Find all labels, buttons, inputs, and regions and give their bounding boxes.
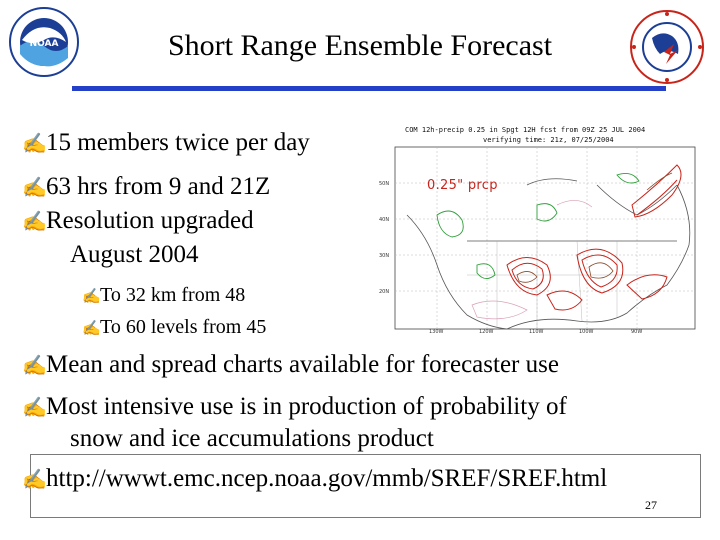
bullet-text: Mean and spread charts available for for…: [46, 351, 559, 378]
bullet-item: ✍63 hrs from 9 and 21Z: [22, 172, 270, 203]
title-rule: [72, 86, 666, 91]
url-box: [30, 454, 701, 518]
bullet-text: Resolution upgraded: [46, 207, 254, 234]
sub-bullet-text: To 32 km from 48: [100, 284, 246, 306]
bullet-continuation: August 2004: [70, 241, 199, 268]
map-graphic: 50N 40N 30N 20N 130W 120W 110W 100W 90W: [379, 146, 696, 333]
svg-text:130W: 130W: [429, 329, 444, 333]
precipitation-map: COM 12h-precip 0.25 in Spgt 12H fcst fro…: [377, 123, 702, 333]
bullet-text: 15 members twice per day: [46, 129, 310, 156]
bullet-icon: ✍: [22, 469, 47, 491]
svg-text:50N: 50N: [379, 181, 389, 187]
noaa-logo: NOAA: [9, 7, 79, 77]
svg-text:110W: 110W: [529, 329, 544, 333]
svg-text:30N: 30N: [379, 253, 389, 259]
bullet-icon: ✍: [22, 177, 47, 199]
bullet-text: 63 hrs from 9 and 21Z: [46, 173, 271, 200]
svg-text:20N: 20N: [379, 289, 389, 295]
bullet-item: ✍Resolution upgraded: [22, 206, 254, 237]
bullet-icon: ✍: [82, 321, 101, 337]
bullet-icon: ✍: [22, 133, 47, 155]
bullet-item: ✍Mean and spread charts available for fo…: [22, 350, 559, 381]
national-weather-service-logo: [630, 10, 704, 84]
page-number: 27: [645, 498, 657, 512]
svg-text:90W: 90W: [631, 329, 642, 333]
sub-bullet-item: ✍To 32 km from 48: [82, 283, 245, 309]
sub-bullet-text: To 60 levels from 45: [100, 316, 267, 338]
slide-title: Short Range Ensemble Forecast: [167, 29, 553, 62]
bullet-icon: ✍: [22, 211, 47, 233]
map-precip-label: 0.25" prcp: [427, 178, 498, 193]
bullet-icon: ✍: [22, 355, 47, 377]
svg-text:NOAA: NOAA: [30, 39, 59, 49]
svg-text:120W: 120W: [479, 329, 494, 333]
url-link[interactable]: http://wwwt.emc.ncep.noaa.gov/mmb/SREF/S…: [46, 465, 608, 492]
map-valid-time: verifying time: 21z, 07/25/2004: [483, 136, 614, 144]
bullet-icon: ✍: [22, 397, 47, 419]
map-header: COM 12h-precip 0.25 in Spgt 12H fcst fro…: [405, 126, 646, 134]
bullet-item: ✍Most intensive use is in production of …: [22, 392, 567, 423]
sub-bullet-item: ✍To 60 levels from 45: [82, 315, 266, 341]
bullet-continuation: snow and ice accumulations product: [70, 425, 434, 452]
bullet-text: Most intensive use is in production of p…: [46, 393, 567, 420]
bullet-item: ✍15 members twice per day: [22, 128, 310, 159]
bullet-icon: ✍: [82, 289, 101, 305]
svg-text:100W: 100W: [579, 329, 594, 333]
url-bullet: ✍http://wwwt.emc.ncep.noaa.gov/mmb/SREF/…: [22, 464, 607, 495]
svg-text:40N: 40N: [379, 217, 389, 223]
